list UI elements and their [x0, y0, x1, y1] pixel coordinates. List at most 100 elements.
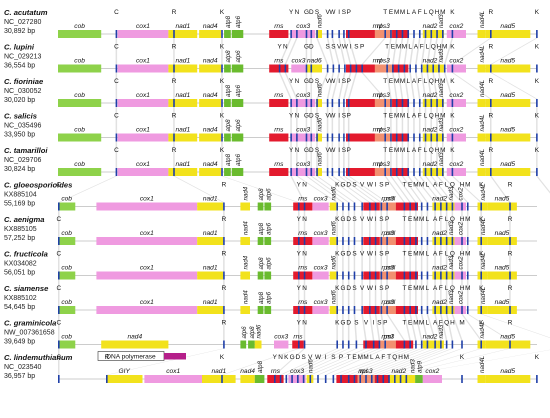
trna-tick	[403, 271, 406, 280]
synteny-ribbons	[58, 176, 550, 203]
gene-block	[117, 99, 169, 107]
trna-letter: R	[172, 113, 177, 120]
trna-letter: S	[354, 44, 358, 51]
trna-letter: M	[440, 9, 445, 16]
synteny-ribbon	[415, 279, 417, 306]
trna-tick	[173, 30, 175, 38]
synteny-ribbon	[407, 141, 409, 168]
trna-letter: L	[406, 78, 410, 85]
gene-label: nad6	[331, 290, 338, 304]
gene-block	[422, 375, 442, 383]
trna-tick	[466, 237, 469, 245]
genome-size: 55,169 bp	[4, 201, 35, 208]
trna-tick	[305, 99, 308, 107]
trna-tick	[420, 306, 423, 314]
gene-label: nad6	[308, 359, 315, 373]
trna-tick	[115, 99, 118, 107]
trna-tick	[336, 237, 338, 245]
trna-letter: K	[284, 354, 289, 361]
gene-label: cob	[74, 58, 85, 65]
synteny-ribbon	[106, 348, 225, 375]
trna-letter: V	[360, 216, 365, 223]
trna-tick	[343, 30, 345, 38]
trna-letter: G	[340, 182, 345, 189]
trna-tick	[440, 202, 442, 211]
trna-letter: C	[56, 216, 61, 223]
trna-letter: R	[172, 9, 177, 16]
gene-label: atp8	[258, 257, 265, 270]
synteny-ribbon	[370, 348, 442, 375]
trna-letter: F	[418, 9, 422, 16]
synteny-ribbon	[403, 245, 406, 272]
synteny-ribbon	[326, 38, 335, 65]
trna-letter: T	[385, 44, 389, 51]
gene-block	[422, 133, 438, 142]
gene-block	[446, 271, 455, 280]
synteny-ribbon	[490, 141, 492, 168]
trna-letter: K	[220, 113, 225, 120]
synteny-ribbon	[290, 176, 306, 203]
trna-tick	[415, 64, 417, 73]
trna-tick	[445, 306, 448, 314]
trna-letter: K	[535, 78, 540, 85]
gene-label: atp9	[416, 360, 423, 373]
trna-letter: G	[340, 251, 345, 258]
trna-letter: D	[309, 113, 314, 120]
gene-label: nad3	[438, 14, 445, 28]
synteny-ribbon	[223, 279, 225, 306]
synteny-ribbon	[285, 348, 344, 375]
gene-block	[446, 168, 466, 176]
trna-tick	[395, 168, 398, 176]
synteny-ribbon	[407, 107, 409, 134]
gene-block	[199, 30, 222, 38]
synteny-ribbon	[420, 210, 423, 237]
gene-block	[240, 271, 250, 280]
trna-tick	[466, 306, 469, 314]
gene-label: nad6	[317, 83, 324, 97]
gene-label: atp8	[258, 222, 265, 235]
trna-tick	[426, 340, 429, 349]
gene-block	[374, 99, 393, 107]
trna-letter: K	[535, 147, 540, 154]
synteny-ribbons	[58, 279, 511, 306]
trna-letter: W	[329, 78, 336, 85]
trna-tick	[434, 271, 436, 280]
trna-letter: E	[408, 251, 412, 258]
trna-tick	[361, 64, 363, 73]
synteny-ribbon	[361, 38, 386, 65]
synteny-ribbon	[353, 210, 356, 237]
trna-letter: M	[413, 216, 418, 223]
synteny-ribbon	[401, 141, 404, 168]
trna-letter: L	[445, 216, 449, 223]
trna-letter: V	[325, 78, 330, 85]
accession-number: NC_029706	[4, 157, 41, 164]
gene-label: nad4	[243, 290, 250, 304]
synteny-ribbon	[436, 107, 438, 134]
synteny-ribbon	[424, 107, 427, 134]
gene-block	[197, 237, 224, 245]
trna-tick	[403, 237, 406, 245]
trna-letter: E	[408, 182, 412, 189]
trna-letter: D	[346, 285, 351, 292]
trna-letter: E	[389, 78, 393, 85]
gene-block	[432, 306, 447, 314]
synteny-ribbon	[310, 176, 350, 203]
trna-letter: M	[465, 216, 470, 223]
trna-tick	[342, 271, 344, 280]
trna-letter: P	[347, 147, 351, 154]
synteny-ribbon	[409, 245, 411, 272]
synteny-ribbon	[445, 245, 448, 272]
trna-letter: P	[385, 251, 389, 258]
gene-block	[477, 99, 486, 107]
trna-tick	[223, 271, 225, 280]
synteny-ribbon	[380, 314, 386, 341]
trna-tick	[403, 64, 406, 73]
gene-block	[117, 64, 169, 73]
synteny-ribbon	[302, 348, 367, 375]
genome-size: 30,020 bp	[4, 97, 35, 104]
trna-tick	[353, 202, 356, 211]
trna-tick	[332, 375, 335, 383]
synteny-ribbon	[434, 314, 442, 341]
synteny-ribbon	[297, 348, 358, 375]
gene-label: atp6	[265, 257, 272, 270]
